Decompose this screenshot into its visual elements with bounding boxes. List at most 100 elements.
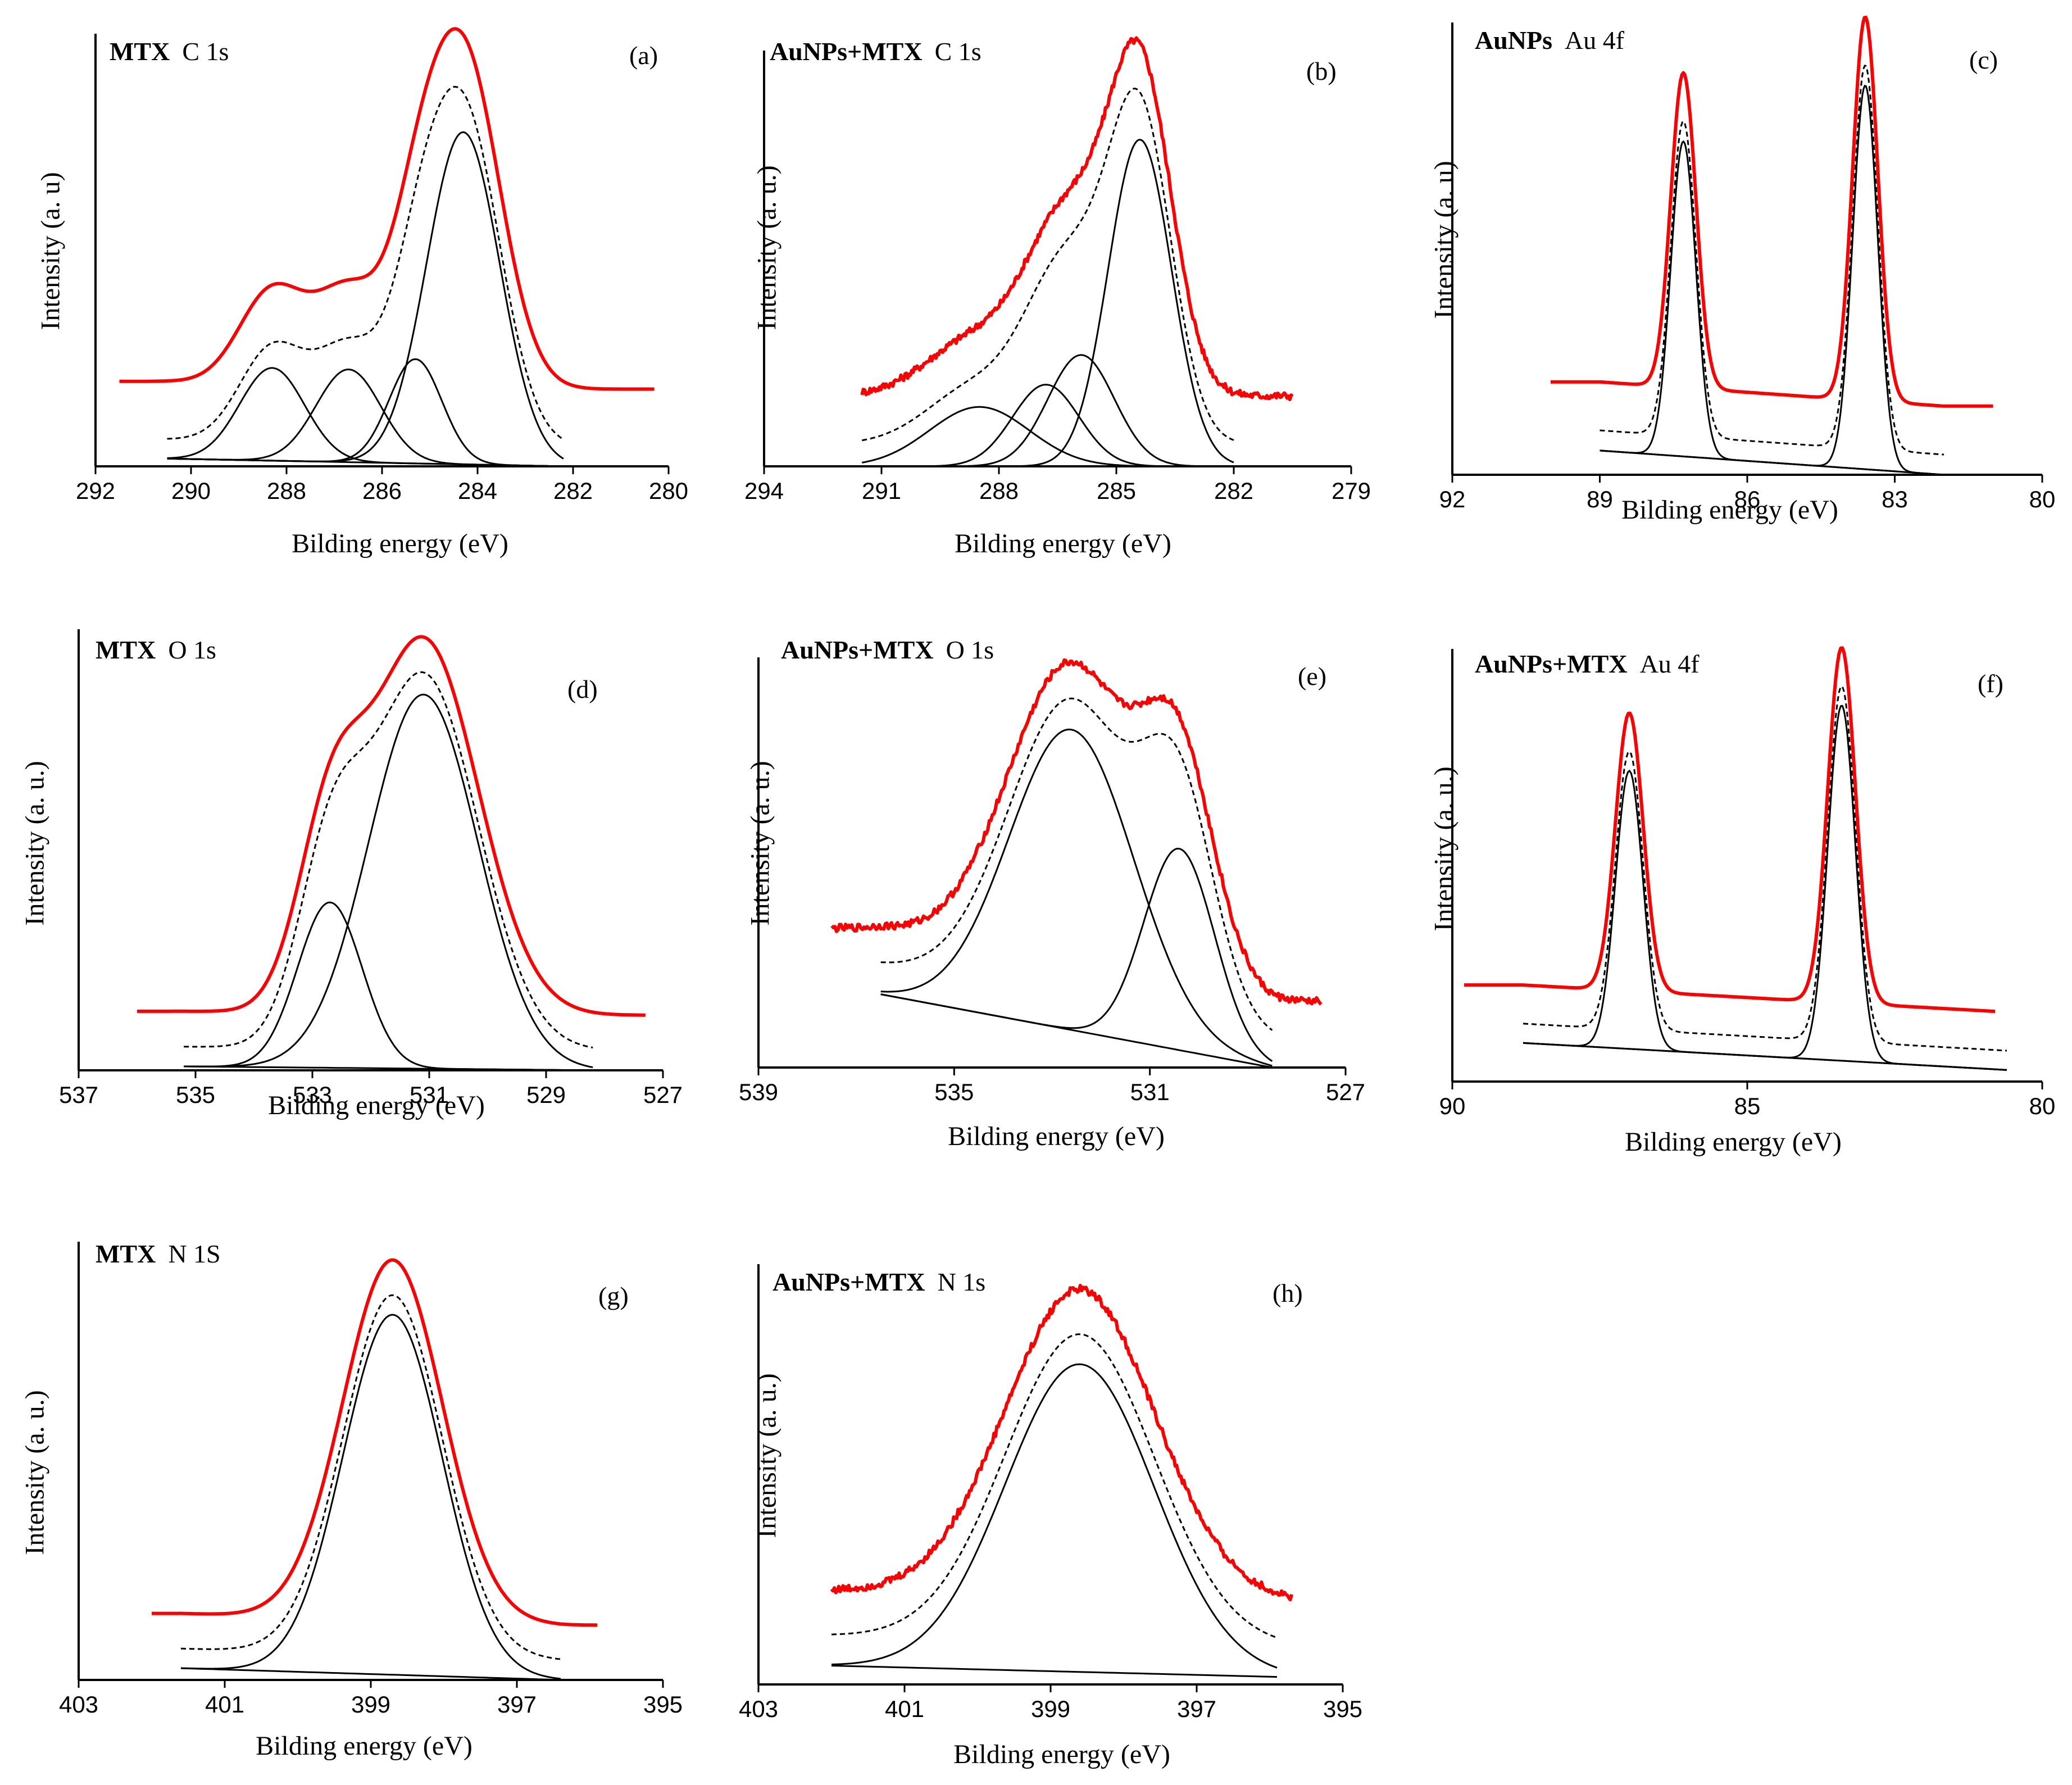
y-axis-label: Intensity (a. u.) — [752, 165, 782, 330]
panel-f: AuNPs+MTX Au 4f (f) Intensity (a. u.) Bil… — [1374, 612, 2072, 1197]
fit-component-2 — [184, 693, 593, 1069]
x-tick-label: 80 — [2029, 1093, 2056, 1119]
x-tick-label: 285 — [1096, 478, 1137, 504]
panel-title: AuNPs+MTX Au 4f — [1475, 649, 1700, 679]
panel-title: AuNPs+MTX N 1s — [773, 1267, 985, 1297]
sample-label: AuNPs+MTX — [773, 1268, 925, 1296]
y-axis-label: Intensity (a. u.) — [20, 761, 50, 926]
fit-component-1 — [180, 1314, 561, 1680]
x-tick-label: 537 — [58, 1082, 99, 1108]
x-tick-label: 533 — [292, 1082, 333, 1108]
panel-letter: (g) — [598, 1282, 629, 1310]
x-tick-label: 280 — [648, 478, 689, 504]
chart-b — [763, 36, 1352, 474]
x-tick-label: 397 — [1176, 1696, 1217, 1722]
core-level-label: Au 4f — [1639, 649, 1700, 678]
fit-envelope — [1600, 65, 1944, 456]
x-tick-label: 286 — [362, 478, 402, 504]
x-tick-label: 294 — [744, 478, 784, 504]
panel-letter: (d) — [567, 675, 598, 703]
x-axis-label: Bilding energy (eV) — [955, 529, 1171, 558]
chart-a — [94, 27, 670, 474]
chart-f — [1451, 646, 2043, 1089]
fit-envelope — [861, 87, 1234, 442]
chart-c — [1451, 16, 2043, 483]
x-tick-label: 86 — [1734, 486, 1761, 512]
x-axis-label: Bilding energy (eV) — [256, 1731, 472, 1761]
core-level-label: C 1s — [182, 37, 229, 66]
x-tick-label: 90 — [1439, 1093, 1466, 1119]
x-tick-label: 401 — [205, 1691, 245, 1718]
x-tick-label: 531 — [1130, 1079, 1170, 1105]
experimental-spectrum — [1550, 16, 1993, 408]
x-tick-label: 292 — [75, 478, 116, 504]
chart-d — [78, 629, 664, 1078]
experimental-spectrum — [151, 1258, 598, 1627]
core-level-label: Au 4f — [1565, 26, 1625, 54]
panel-letter: (f) — [1978, 669, 2003, 698]
sample-label: AuNPs — [1475, 26, 1553, 54]
panel-letter: (c) — [1969, 46, 1998, 74]
fit-envelope — [831, 1333, 1278, 1639]
x-tick-label: 395 — [643, 1691, 683, 1718]
x-tick-label: 279 — [1331, 478, 1371, 504]
x-tick-label: 397 — [497, 1691, 537, 1718]
core-level-label: C 1s — [934, 37, 982, 66]
sample-label: AuNPs+MTX — [770, 37, 923, 66]
experimental-spectrum — [137, 635, 646, 1017]
x-tick-label: 403 — [58, 1691, 99, 1718]
panel-c: AuNPs Au 4f (c) Intensity (a. u) Bilding … — [1374, 0, 2072, 584]
fit-component-2 — [1600, 85, 1944, 476]
x-tick-label: 399 — [1030, 1696, 1071, 1722]
x-tick-label: 529 — [526, 1082, 566, 1108]
sample-label: MTX — [96, 1239, 156, 1268]
y-axis-label: Intensity (a. u) — [35, 172, 66, 330]
x-tick-label: 539 — [738, 1079, 779, 1105]
sample-label: MTX — [96, 635, 156, 664]
x-tick-label: 535 — [934, 1079, 974, 1105]
experimental-spectrum — [830, 1283, 1293, 1602]
x-tick-label: 80 — [2029, 486, 2056, 512]
panel-letter: (b) — [1306, 57, 1337, 85]
chart-e — [757, 657, 1347, 1075]
panel-h: AuNPs+MTX N 1s (h) Intensity (a. u.) Bild… — [688, 1208, 1385, 1785]
y-axis-label: Intensity (a. u.) — [745, 761, 775, 926]
fit-envelope — [1523, 685, 2007, 1052]
sample-label: MTX — [110, 37, 170, 66]
background-line — [180, 1667, 561, 1681]
x-tick-label: 288 — [266, 478, 307, 504]
x-tick-label: 403 — [738, 1696, 779, 1722]
panel-title: AuNPs+MTX C 1s — [770, 37, 982, 66]
x-tick-label: 92 — [1439, 486, 1466, 512]
x-tick-label: 399 — [351, 1691, 391, 1718]
core-level-label: O 1s — [946, 635, 994, 664]
x-axis-label: Bilding energy (eV) — [1621, 495, 1838, 525]
x-tick-label: 288 — [979, 478, 1019, 504]
fit-component-1 — [1523, 769, 2007, 1071]
panel-title: MTX C 1s — [110, 37, 229, 66]
experimental-spectrum — [860, 36, 1294, 401]
fit-component-3 — [862, 354, 1234, 467]
x-tick-label: 284 — [457, 478, 498, 504]
core-level-label: N 1S — [168, 1239, 221, 1268]
experimental-spectrum — [830, 658, 1323, 1006]
experimental-spectrum — [1464, 646, 1996, 1014]
fit-component-4 — [862, 139, 1234, 467]
panel-letter: (a) — [629, 41, 658, 70]
fit-component-1 — [880, 728, 1273, 1067]
x-tick-label: 531 — [409, 1082, 449, 1108]
x-tick-label: 89 — [1587, 486, 1613, 512]
x-tick-label: 291 — [861, 478, 902, 504]
sample-label: AuNPs+MTX — [781, 635, 934, 664]
panel-title: AuNPs Au 4f — [1475, 25, 1624, 55]
fit-component-3 — [167, 358, 564, 467]
x-tick-label: 401 — [884, 1696, 925, 1722]
panel-e: AuNPs+MTX O 1s (e) Intensity (a. u.) Bild… — [688, 612, 1385, 1197]
panel-letter: (e) — [1298, 662, 1327, 691]
panel-d: MTX O 1s (d) Intensity (a. u.) Bilding en… — [0, 612, 697, 1197]
panel-letter: (h) — [1273, 1279, 1303, 1307]
core-level-label: O 1s — [168, 635, 216, 664]
fit-component-1 — [184, 901, 593, 1071]
x-tick-label: 282 — [1214, 478, 1254, 504]
